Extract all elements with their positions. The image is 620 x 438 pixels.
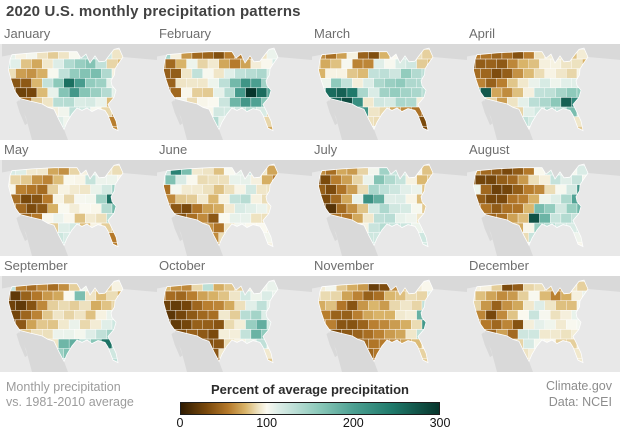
month-label-band: May June July August (0, 140, 620, 160)
caption-line-1: Monthly precipitation (6, 380, 121, 394)
month-map-december (467, 276, 620, 372)
month-label-september: September (4, 258, 68, 273)
month-map-january (2, 44, 157, 140)
month-label-august: August (469, 142, 510, 157)
legend-tick-200: 200 (342, 416, 364, 430)
month-map-may (2, 160, 157, 256)
month-label-january: January (4, 26, 51, 41)
map-band (0, 276, 620, 372)
month-map-april (467, 44, 620, 140)
caption-line-2: vs. 1981-2010 average (6, 395, 134, 409)
month-map-june (157, 160, 312, 256)
month-label-february: February (159, 26, 212, 41)
month-map-october (157, 276, 312, 372)
month-map-september (2, 276, 157, 372)
credit: Climate.gov Data: NCEI (546, 378, 612, 410)
page-title: 2020 U.S. monthly precipitation patterns (6, 3, 301, 20)
month-label-band: September October November December (0, 256, 620, 276)
month-map-february (157, 44, 312, 140)
month-label-march: March (314, 26, 351, 41)
month-label-november: November (314, 258, 374, 273)
month-label-may: May (4, 142, 29, 157)
month-label-june: June (159, 142, 188, 157)
credit-data: Data: NCEI (548, 395, 612, 409)
map-band (0, 160, 620, 256)
map-band (0, 44, 620, 140)
month-map-july (312, 160, 467, 256)
legend-tick-0: 0 (176, 416, 184, 430)
credit-source: Climate.gov (546, 379, 612, 393)
legend-colorbar (180, 402, 440, 415)
caption: Monthly precipitation vs. 1981-2010 aver… (6, 380, 134, 410)
legend: Percent of average precipitation 0 100 200… (176, 382, 451, 432)
month-label-october: October (159, 258, 206, 273)
month-label-april: April (469, 26, 496, 41)
months-grid: January February March April May June July Augu… (0, 24, 620, 372)
legend-tick-300: 300 (429, 416, 451, 430)
month-label-band: January February March April (0, 24, 620, 44)
month-map-august (467, 160, 620, 256)
footer: Monthly precipitation vs. 1981-2010 aver… (0, 372, 620, 438)
legend-tick-100: 100 (256, 416, 278, 430)
month-label-december: December (469, 258, 529, 273)
month-label-july: July (314, 142, 338, 157)
month-map-november (312, 276, 467, 372)
month-map-march (312, 44, 467, 140)
legend-title: Percent of average precipitation (211, 382, 409, 397)
legend-tick-labels: 0 100 200 300 (176, 416, 451, 432)
